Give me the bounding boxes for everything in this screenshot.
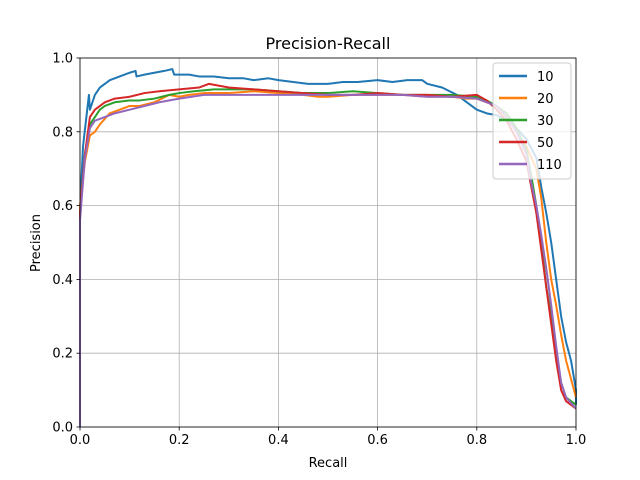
axes: 0.0 0.2 0.4 0.6 0.8 1.0 0.0 0.2 0.4 0.6 0.8 1.0 [52, 52, 586, 449]
x-tick-label: 0.6 [367, 433, 388, 448]
x-tick-label: 1.0 [566, 433, 587, 448]
legend-label-30: 30 [537, 114, 554, 129]
chart-title: Precision-Recall [266, 34, 391, 53]
series-line-110 [79, 93, 577, 427]
axes-frame [79, 57, 577, 428]
x-axis-label: Recall [309, 456, 348, 471]
legend-label-20: 20 [537, 92, 554, 107]
y-tick-label: 0.2 [52, 347, 73, 362]
x-tick-label: 0.0 [70, 433, 91, 448]
y-axis-label: Precision [29, 214, 44, 272]
x-tick-label: 0.4 [268, 433, 289, 448]
x-tick-label: 0.8 [466, 433, 487, 448]
legend-label-50: 50 [537, 136, 554, 151]
legend-box [492, 62, 572, 180]
legend-label-110: 110 [537, 158, 562, 173]
x-tick-label: 0.2 [169, 433, 190, 448]
y-tick-label: 0.0 [52, 421, 73, 436]
y-tick-label: 0.8 [52, 125, 73, 140]
legend: 10 20 30 50 110 [492, 62, 572, 180]
y-tick-label: 1.0 [52, 52, 73, 67]
y-tick-label: 0.4 [52, 273, 73, 288]
legend-label-10: 10 [537, 70, 554, 85]
y-tick-label: 0.6 [52, 199, 73, 214]
